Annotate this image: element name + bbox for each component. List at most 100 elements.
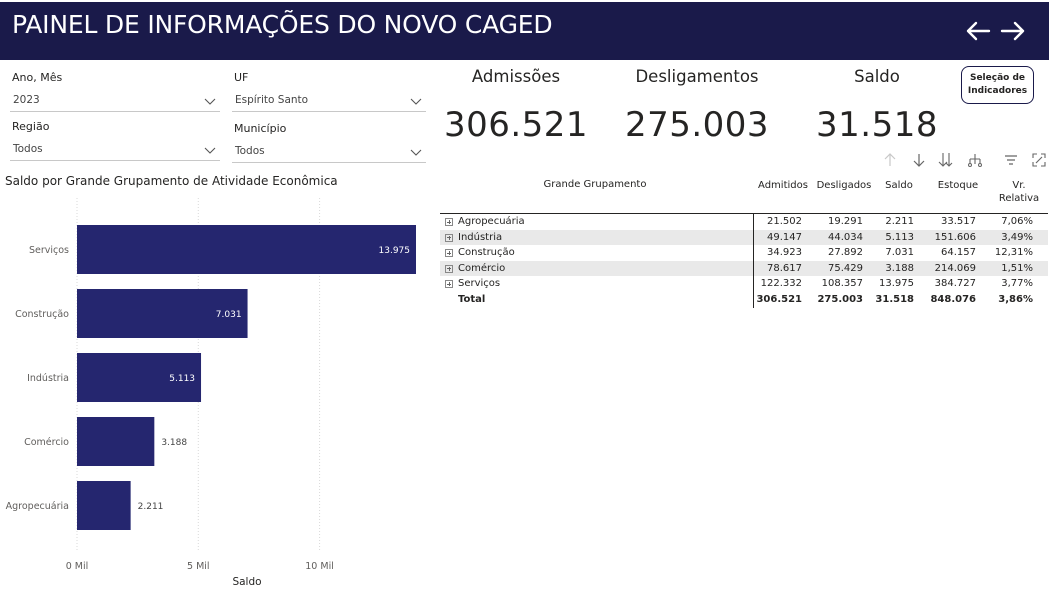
row-saldo: 5.113 [885, 231, 914, 243]
table-row[interactable]: Agropecuária 21.502 19.291 2.211 33.517 … [440, 214, 1048, 230]
regiao-dropdown[interactable]: Todos [10, 140, 220, 161]
col-header-saldo[interactable]: Saldo [885, 180, 913, 191]
chevron-down-icon [204, 147, 216, 154]
arrow-right-icon [1000, 21, 1025, 41]
row-admitidos: 49.147 [767, 231, 802, 243]
arrow-left-icon [966, 21, 991, 41]
row-saldo: 7.031 [885, 247, 914, 259]
expand-plus-icon[interactable] [445, 280, 453, 289]
chevron-down-icon [204, 98, 216, 105]
double-arrow-down-icon [938, 153, 953, 167]
uf-value: Espírito Santo [235, 94, 309, 106]
expand-plus-icon[interactable] [445, 233, 453, 242]
row-admitidos: 122.332 [760, 278, 802, 290]
filter-button[interactable] [1003, 152, 1019, 168]
total-admitidos: 306.521 [756, 294, 802, 305]
row-vr: 3,49% [1001, 231, 1033, 243]
col-header-admitidos[interactable]: Admitidos [758, 180, 808, 191]
row-name: Agropecuária [458, 216, 525, 227]
drill-down-button[interactable] [911, 152, 927, 168]
focus-mode-icon [1032, 153, 1046, 167]
admissoes-value: 306.521 [443, 105, 589, 145]
forward-button[interactable] [998, 16, 1028, 46]
expand-plus-icon[interactable] [445, 218, 453, 226]
row-saldo: 13.975 [879, 278, 914, 290]
row-estoque: 214.069 [934, 262, 976, 274]
municipio-label: Município [234, 122, 287, 135]
row-name: Comércio [458, 262, 506, 274]
admissoes-label: Admissões [471, 67, 561, 86]
row-estoque: 64.157 [941, 247, 976, 259]
page-title: PAINEL DE INFORMAÇÕES DO NOVO CAGED [12, 10, 553, 39]
row-vr: 12,31% [994, 247, 1033, 259]
x-tick-label: 0 Mil [66, 561, 89, 572]
row-vr: 3,77% [1001, 278, 1033, 290]
selecao-line-2: Indicadores [967, 86, 1028, 96]
chevron-down-icon [410, 149, 422, 156]
ano-mes-dropdown[interactable]: 2023 [10, 91, 220, 112]
data-label: 2.211 [138, 502, 164, 512]
total-name: Total [458, 294, 486, 305]
back-button[interactable] [963, 16, 993, 46]
header-bar: PAINEL DE INFORMAÇÕES DO NOVO CAGED [0, 0, 1049, 60]
next-level-button[interactable] [938, 152, 954, 168]
expand-plus-icon[interactable] [445, 249, 453, 258]
table-row[interactable]: Comércio 78.617 75.429 3.188 214.069 1,5… [440, 260, 1048, 277]
desligamentos-label: Desligamentos [635, 67, 759, 86]
municipio-dropdown[interactable]: Todos [232, 142, 426, 163]
row-vr: 1,51% [1001, 262, 1033, 274]
row-name: Indústria [458, 231, 503, 243]
selecao-indicadores-button[interactable]: Seleção de Indicadores [961, 66, 1034, 104]
row-name: Construção [458, 247, 515, 259]
drill-up-button[interactable] [882, 152, 898, 168]
y-category-label: Construção [15, 309, 69, 320]
row-admitidos: 78.617 [767, 262, 802, 274]
row-estoque: 151.606 [934, 231, 976, 243]
y-category-label: Comércio [24, 437, 69, 448]
row-admitidos: 34.923 [767, 247, 802, 259]
table-header-divider [440, 213, 1048, 214]
x-axis-label: Saldo [232, 576, 261, 588]
row-saldo: 2.211 [885, 216, 914, 227]
total-vr: 3,86% [998, 294, 1033, 305]
selecao-line-1: Seleção de [969, 73, 1026, 83]
x-tick-label: 10 Mil [305, 561, 334, 572]
bar [77, 481, 131, 530]
total-desligados: 275.003 [817, 294, 863, 305]
col-header-vr-relativa[interactable]: Vr. Relativa [993, 179, 1045, 205]
col-header-desligados[interactable]: Desligados [816, 180, 872, 191]
arrow-up-icon [884, 153, 896, 166]
table-column-divider [753, 214, 754, 308]
row-admitidos: 21.502 [767, 216, 802, 227]
bar [77, 417, 155, 466]
uf-label: UF [234, 71, 249, 84]
row-desligados: 108.357 [821, 278, 863, 290]
desligamentos-value: 275.003 [624, 105, 770, 145]
row-desligados: 27.892 [828, 247, 863, 259]
data-label: 3.188 [161, 438, 187, 448]
col-header-grupo[interactable]: Grande Grupamento [543, 179, 647, 190]
ano-mes-label: Ano, Mês [12, 71, 63, 84]
col-header-vr-line-2: Relativa [998, 193, 1040, 204]
x-tick-label: 5 Mil [187, 561, 210, 572]
bar [77, 225, 416, 274]
filter-icon [1005, 155, 1017, 165]
total-estoque: 848.076 [930, 294, 976, 305]
data-label: 5.113 [169, 374, 195, 384]
y-category-label: Serviços [29, 245, 69, 256]
row-desligados: 44.034 [828, 231, 863, 243]
uf-dropdown[interactable]: Espírito Santo [232, 91, 426, 112]
table-row[interactable]: Indústria 49.147 44.034 5.113 151.606 3,… [440, 229, 1048, 246]
col-header-estoque[interactable]: Estoque [937, 180, 979, 191]
expand-plus-icon[interactable] [445, 264, 453, 273]
table-row[interactable]: Construção 34.923 27.892 7.031 64.157 12… [440, 245, 1048, 261]
expand-hierarchy-button[interactable] [967, 152, 983, 168]
bar [77, 289, 248, 338]
row-desligados: 19.291 [828, 216, 863, 227]
bar [77, 353, 202, 402]
ano-mes-value: 2023 [13, 94, 40, 106]
regiao-label: Região [12, 120, 50, 133]
focus-mode-button[interactable] [1031, 152, 1047, 168]
table-row[interactable]: Serviços 122.332 108.357 13.975 384.727 … [440, 276, 1048, 292]
table-total-row: Total 306.521 275.003 31.518 848.076 3,8… [440, 292, 1048, 308]
